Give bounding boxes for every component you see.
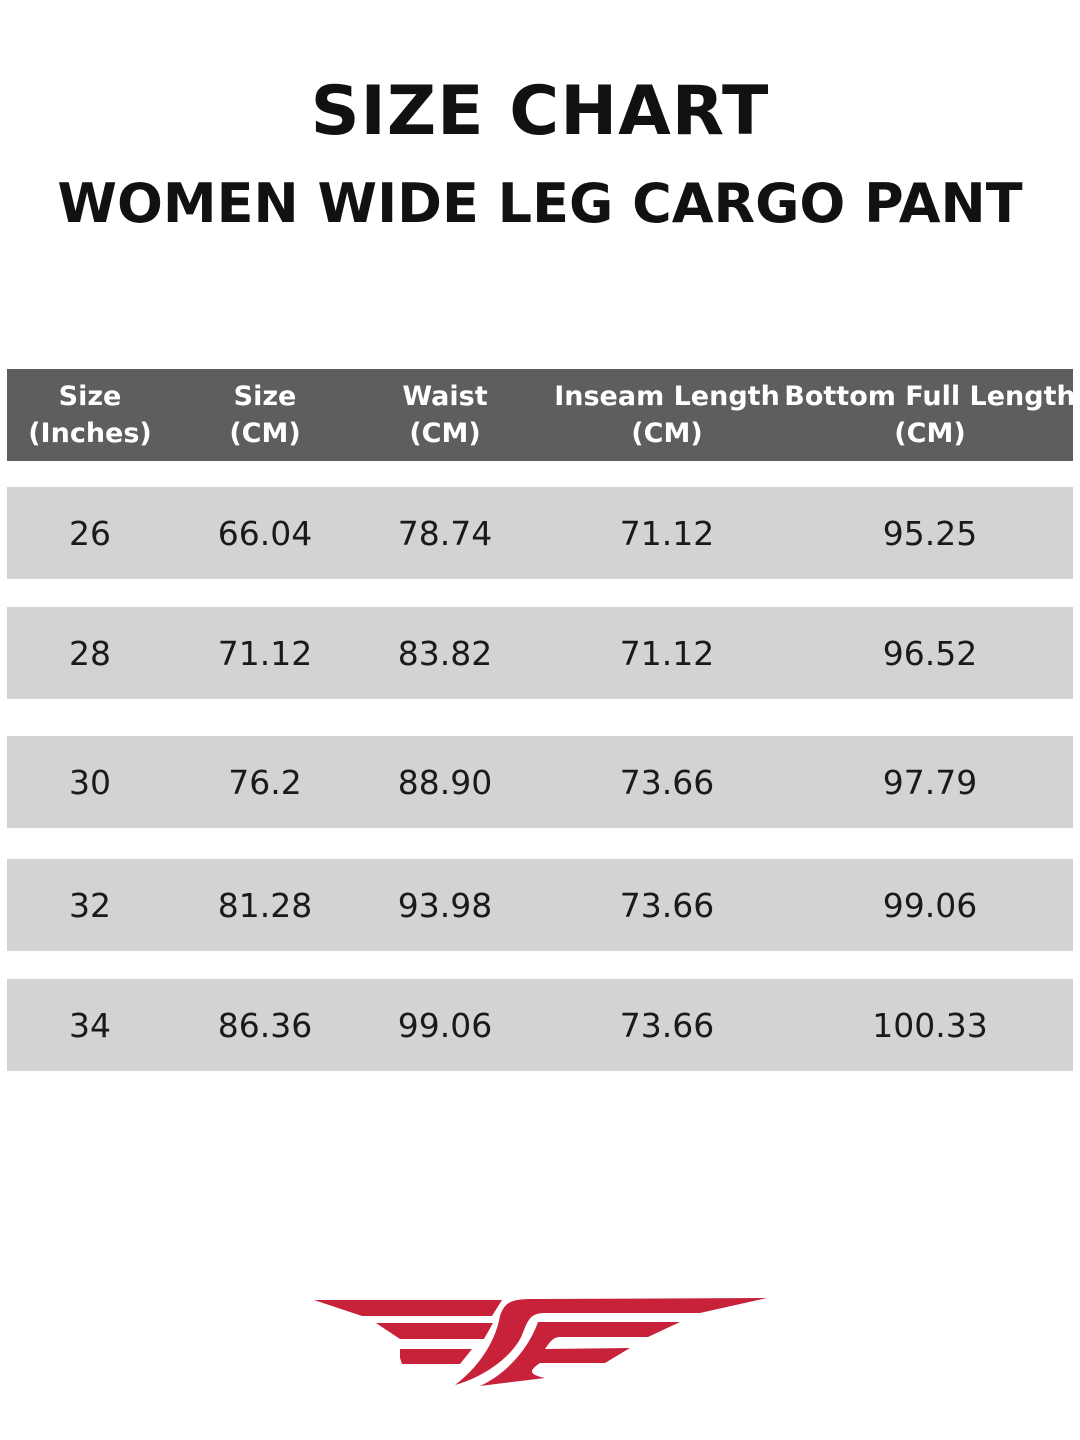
table-cell: 78.74 xyxy=(397,513,493,553)
table-row: 28 71.12 83.82 71.12 96.52 xyxy=(7,607,1073,699)
table-cell: 73.66 xyxy=(619,1005,715,1045)
page-subtitle: WOMEN WIDE LEG CARGO PANT xyxy=(57,172,1023,235)
table-row: 26 66.04 78.74 71.12 95.25 xyxy=(7,487,1073,579)
column-header-line: Bottom Full Length xyxy=(784,381,1076,412)
table-row: 30 76.2 88.90 73.66 97.79 xyxy=(7,736,1073,828)
table-row: 32 81.28 93.98 73.66 99.06 xyxy=(7,859,1073,951)
table-cell: 71.12 xyxy=(619,513,715,553)
table-cell: 71.12 xyxy=(217,633,313,673)
table-row: 34 86.36 99.06 73.66 100.33 xyxy=(7,979,1073,1071)
column-header: Size (Inches) xyxy=(28,369,152,461)
table-cell: 71.12 xyxy=(619,633,715,673)
table-cell: 96.52 xyxy=(882,633,978,673)
table-cell: 93.98 xyxy=(397,885,493,925)
table-cell: 34 xyxy=(69,1005,111,1045)
table-cell: 83.82 xyxy=(397,633,493,673)
table-cell: 88.90 xyxy=(397,762,493,802)
table-cell: 28 xyxy=(69,633,111,673)
column-header-line: (CM) xyxy=(229,418,301,449)
column-header-line: (Inches) xyxy=(28,418,152,449)
column-header-line: (CM) xyxy=(409,418,481,449)
table-cell: 73.66 xyxy=(619,762,715,802)
column-header: Size (CM) xyxy=(229,369,300,461)
column-header: Inseam Length (CM) xyxy=(554,369,780,461)
column-header-line: (CM) xyxy=(894,418,966,449)
column-header-line: Waist xyxy=(402,381,488,412)
table-cell: 97.79 xyxy=(882,762,978,802)
column-header-line: Inseam Length xyxy=(554,381,780,412)
column-header: Waist (CM) xyxy=(402,369,487,461)
column-header: Bottom Full Length (CM) xyxy=(784,369,1075,461)
table-cell: 66.04 xyxy=(217,513,313,553)
table-cell: 30 xyxy=(69,762,111,802)
table-cell: 81.28 xyxy=(217,885,313,925)
table-cell: 99.06 xyxy=(397,1005,493,1045)
column-header-line: Size xyxy=(233,381,297,412)
winged-logo-icon xyxy=(314,1298,767,1386)
column-header-line: (CM) xyxy=(631,418,703,449)
table-cell: 76.2 xyxy=(228,762,302,802)
table-cell: 26 xyxy=(69,513,111,553)
table-cell: 100.33 xyxy=(872,1005,988,1045)
table-cell: 99.06 xyxy=(882,885,978,925)
column-header-line: Size xyxy=(58,381,122,412)
table-cell: 95.25 xyxy=(882,513,978,553)
page-title: SIZE CHART xyxy=(310,72,770,151)
table-cell: 73.66 xyxy=(619,885,715,925)
table-cell: 32 xyxy=(69,885,111,925)
table-header: Size (Inches) Size (CM) Waist (CM) Inseam Leng… xyxy=(7,369,1076,461)
table-cell: 86.36 xyxy=(217,1005,313,1045)
